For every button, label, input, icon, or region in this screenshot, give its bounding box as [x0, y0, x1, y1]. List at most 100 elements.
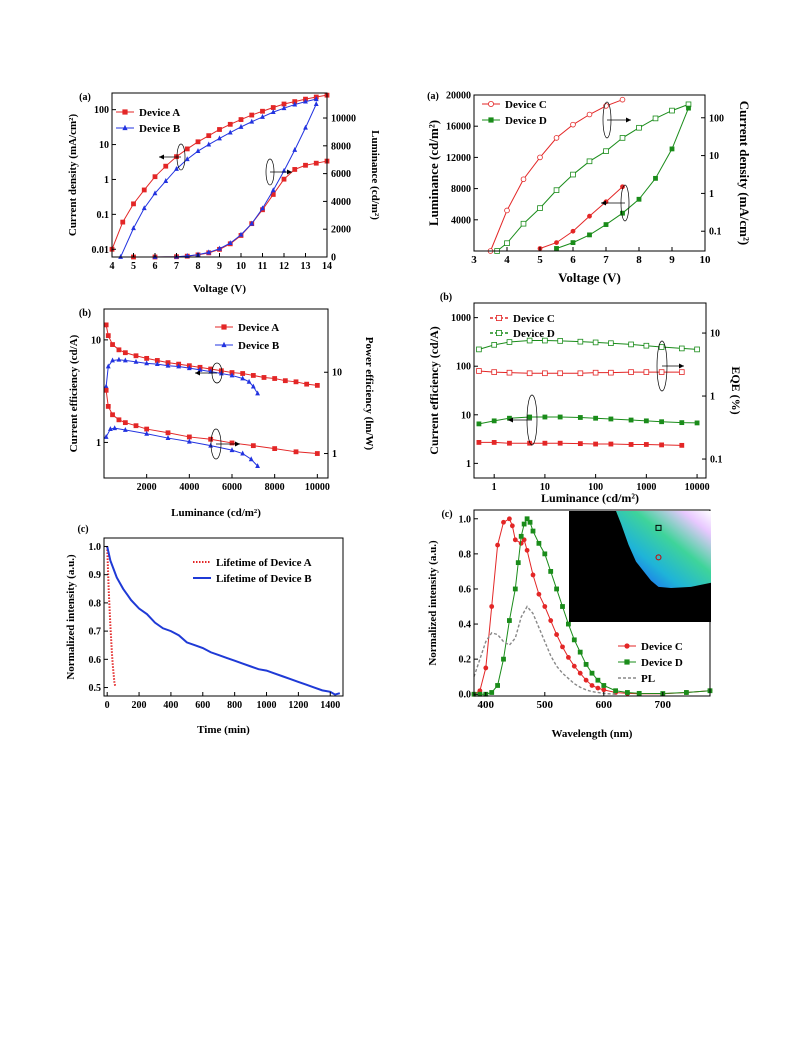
point [669, 146, 675, 152]
y-tick-label: 1.0 [459, 514, 472, 525]
point [108, 426, 113, 431]
y-tick-label: 0.8 [89, 598, 102, 609]
y-tick-label: 8000 [331, 141, 351, 152]
arrow-head [601, 200, 606, 206]
chart-right-b: 1 10 100 1000 1000011010010000.1110Luminance… [427, 292, 743, 505]
point [527, 414, 533, 420]
y-tick-label: 10 [709, 151, 719, 162]
point [652, 115, 659, 122]
y-tick-label: 2000 [331, 225, 351, 236]
point [536, 540, 542, 546]
legend-label: Device D [641, 657, 683, 669]
x-axis-label: Luminance (cd/m²) [541, 491, 639, 505]
point [110, 342, 115, 347]
x-axis-label: Wavelength (nm) [552, 728, 633, 740]
point [165, 435, 171, 440]
point [659, 442, 665, 448]
point [628, 341, 634, 348]
y-tick-label: 0.1 [710, 455, 723, 466]
y-tick-label: 1 [709, 189, 714, 200]
point [249, 118, 255, 124]
point [491, 418, 497, 424]
point [122, 124, 128, 131]
point [608, 369, 614, 376]
point [542, 370, 548, 377]
cie-locus [616, 511, 711, 588]
point [227, 121, 233, 127]
point [613, 688, 618, 694]
x-tick-label: 600 [195, 700, 210, 711]
point [571, 637, 577, 643]
point [152, 190, 158, 196]
arrow-head [159, 154, 164, 160]
x-tick-label: 4 [504, 254, 510, 266]
point [488, 117, 494, 123]
panel-label: (c) [77, 524, 88, 535]
point [566, 621, 571, 627]
point [587, 232, 592, 238]
point [658, 344, 665, 350]
point [495, 542, 500, 548]
x-tick-label: 400 [478, 699, 495, 711]
point [174, 165, 179, 171]
inset-y-tick-label: 0.0 [576, 582, 588, 592]
x-tick-label: 10000 [685, 482, 710, 493]
point [282, 378, 288, 384]
x-tick-label: 5 [131, 261, 136, 272]
point [489, 690, 495, 695]
point [186, 438, 192, 444]
point [653, 175, 658, 181]
x-tick-label: 5 [537, 254, 543, 266]
point [122, 426, 128, 432]
point [577, 670, 583, 676]
point [250, 383, 256, 389]
point [206, 141, 212, 147]
inset-y-tick-label: 0.1 [576, 561, 588, 571]
point [624, 659, 630, 665]
plot-frame [103, 537, 344, 697]
point [643, 369, 650, 375]
inset-y-tick-label: 0.3 [576, 519, 588, 529]
point [636, 124, 642, 131]
point [608, 441, 614, 447]
x-tick-label: 7 [174, 261, 179, 272]
inset-x-tick-label: 0.1 [635, 611, 647, 621]
x-tick-label: 13 [301, 261, 311, 272]
point [303, 162, 308, 168]
point [643, 442, 649, 447]
x-tick-label: 4 [110, 261, 115, 272]
y-axis-label-right: Current density (mA/cm²) [737, 101, 752, 245]
point [118, 254, 123, 259]
point [272, 376, 278, 381]
y-axis-label-left: Current efficiency (cd/A) [68, 334, 80, 452]
point [501, 519, 506, 525]
x-tick-label: 8000 [265, 482, 285, 493]
point [270, 187, 276, 193]
x-tick-label: 1 [492, 482, 497, 493]
x-tick-label: 3 [471, 254, 477, 266]
y-tick-label: 10 [91, 335, 101, 346]
point [477, 691, 483, 697]
point [105, 404, 111, 409]
point [678, 369, 685, 375]
point [536, 591, 542, 597]
point [238, 123, 244, 129]
y-axis-label-left: Current density (mA/cm²) [67, 114, 79, 237]
y-tick-label: 1.0 [89, 542, 102, 553]
legend-label: Device B [238, 340, 280, 352]
y-axis-label-right: EQE (%) [729, 366, 743, 414]
x-axis-label: Time (min) [197, 724, 250, 736]
point [679, 420, 685, 426]
panel-label: (b) [79, 308, 91, 319]
point [628, 442, 634, 447]
point [165, 430, 171, 436]
point [526, 337, 533, 344]
point [195, 148, 201, 154]
point [314, 451, 320, 456]
y-axis-label-right: Power efficiency (lm/W) [363, 337, 375, 451]
point [144, 430, 150, 436]
point [281, 101, 287, 107]
point [620, 210, 625, 216]
x-tick-label: 1000 [257, 700, 277, 711]
inset-axes: 0.0 0.1 0.2 0.3 0.0 0.1 0.2 0.3 [576, 519, 697, 621]
